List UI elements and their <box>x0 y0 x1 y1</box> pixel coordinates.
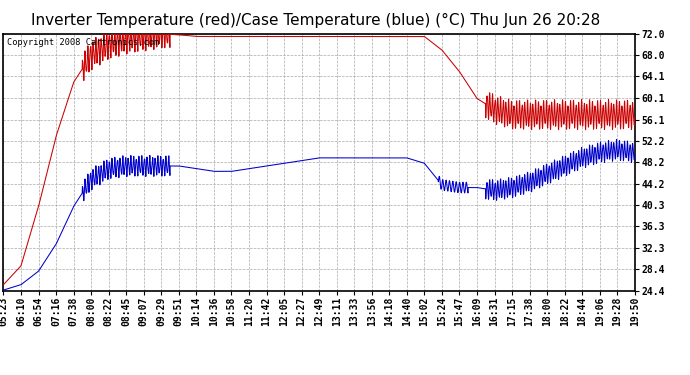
Text: Copyright 2008 Cartronics.com: Copyright 2008 Cartronics.com <box>7 38 159 46</box>
Text: Inverter Temperature (red)/Case Temperature (blue) (°C) Thu Jun 26 20:28: Inverter Temperature (red)/Case Temperat… <box>32 13 600 28</box>
